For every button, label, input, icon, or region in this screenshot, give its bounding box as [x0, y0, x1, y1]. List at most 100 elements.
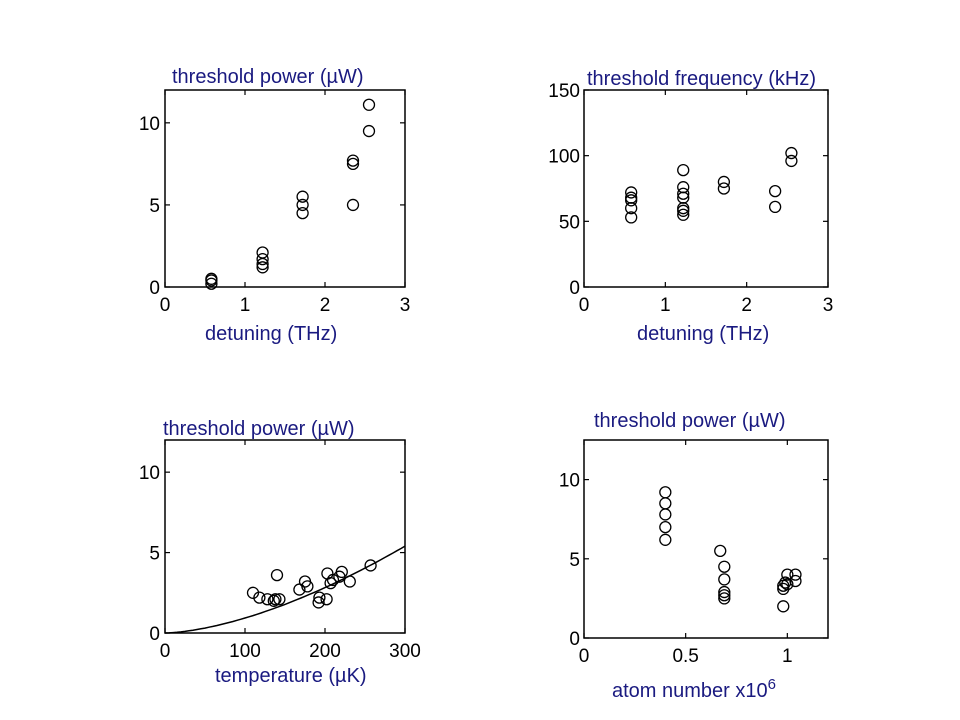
chart-title: threshold frequency (kHz) [587, 68, 816, 90]
data-point [205, 272, 218, 285]
data-point [785, 146, 798, 160]
data-point [343, 575, 356, 588]
data-point [346, 154, 360, 167]
data-point [273, 593, 286, 606]
x-axis-label: detuning (THz) [205, 323, 337, 345]
y-tick-label: 5 [149, 544, 160, 565]
data-point [714, 544, 727, 558]
data-point [346, 198, 360, 212]
y-tick-label: 5 [569, 550, 580, 571]
x-tick-label: 0 [160, 295, 171, 316]
data-point [717, 182, 731, 195]
data-point [718, 560, 731, 573]
y-tick-label: 5 [149, 196, 160, 217]
y-tick-label: 100 [548, 147, 580, 168]
panel-1: 0 1 2 3 0 5 10 threshold power (µW) detuning (TH… [139, 66, 410, 345]
data-point [261, 593, 274, 606]
data-point [718, 573, 731, 586]
x-axis-label: temperature (µK) [215, 665, 367, 687]
data-point [296, 190, 309, 203]
data-point [789, 568, 802, 581]
y-tick-label: 0 [569, 629, 580, 650]
data-point [781, 577, 794, 591]
data-point [659, 533, 672, 546]
data-point [625, 191, 638, 204]
x-tick-label: 0 [579, 646, 590, 667]
data-point [253, 591, 266, 604]
chart-title: threshold power (µW) [163, 418, 355, 440]
data-point [362, 98, 376, 111]
data-point [270, 568, 284, 582]
x-axis-label: detuning (THz) [637, 323, 769, 345]
data-point [777, 600, 790, 613]
data-point [718, 585, 731, 599]
data-point [789, 574, 802, 588]
plot-frame [164, 439, 406, 634]
data-point [781, 568, 794, 581]
data-point [785, 154, 798, 168]
data-point [296, 206, 309, 220]
fit-curve [164, 545, 406, 634]
chart-title: threshold power (µW) [594, 410, 786, 432]
x-tick-label: 3 [823, 295, 834, 316]
data-point [677, 181, 690, 194]
data-point [768, 184, 782, 198]
data-point [718, 589, 731, 602]
data-point [335, 565, 348, 579]
data-point [312, 596, 325, 609]
data-point [659, 497, 672, 510]
y-tick-label: 0 [149, 278, 160, 299]
data-point [677, 187, 690, 200]
panel-3: 0 100 200 300 0 5 10 threshold power (µW) temper… [139, 418, 421, 687]
y-tick-label: 10 [139, 463, 160, 484]
y-tick-label: 10 [139, 114, 160, 135]
x-tick-label: 0 [579, 295, 590, 316]
x-tick-label: 300 [389, 641, 421, 662]
data-point [267, 594, 280, 607]
data-point [768, 200, 782, 214]
data-point [256, 252, 269, 266]
data-point [324, 576, 337, 590]
x-tick-label: 0.5 [672, 646, 698, 667]
data-point [269, 593, 282, 606]
y-tick-label: 50 [559, 212, 580, 233]
plot-frame [583, 89, 829, 288]
x-axis-label: atom number x106 [612, 676, 776, 702]
data-point [677, 208, 690, 221]
data-point [326, 573, 340, 587]
x-tick-label: 200 [309, 641, 341, 662]
data-point [659, 520, 672, 534]
x-tick-label: 100 [229, 641, 261, 662]
data-point [718, 592, 731, 605]
data-point [717, 175, 731, 189]
y-tick-label: 0 [569, 278, 580, 299]
x-tick-label: 3 [400, 295, 411, 316]
x-tick-label: 0 [160, 641, 171, 662]
data-point [364, 559, 377, 572]
data-point [677, 202, 690, 215]
y-tick-label: 10 [559, 471, 580, 492]
data-point [256, 246, 269, 259]
plot-frame [164, 89, 406, 288]
x-tick-label: 1 [660, 295, 671, 316]
data-point [625, 186, 638, 199]
data-point [625, 211, 638, 224]
x-tick-label: 1 [782, 646, 793, 667]
y-tick-label: 0 [149, 624, 160, 645]
plot-frame [583, 439, 829, 639]
data-point [301, 580, 314, 593]
data-point [659, 486, 672, 499]
x-tick-label: 2 [320, 295, 331, 316]
data-point [256, 261, 269, 274]
data-point [677, 163, 690, 177]
x-axis-label-exponent: 6 [768, 676, 776, 693]
y-tick-label: 150 [548, 81, 580, 102]
panel-2: 0 1 2 3 0 50 100 150 threshold frequency (kHz) de… [548, 68, 833, 345]
x-tick-label: 2 [741, 295, 752, 316]
chart-title: threshold power (µW) [172, 66, 364, 88]
data-point [320, 593, 333, 606]
data-point [362, 124, 376, 138]
data-point [205, 277, 218, 290]
